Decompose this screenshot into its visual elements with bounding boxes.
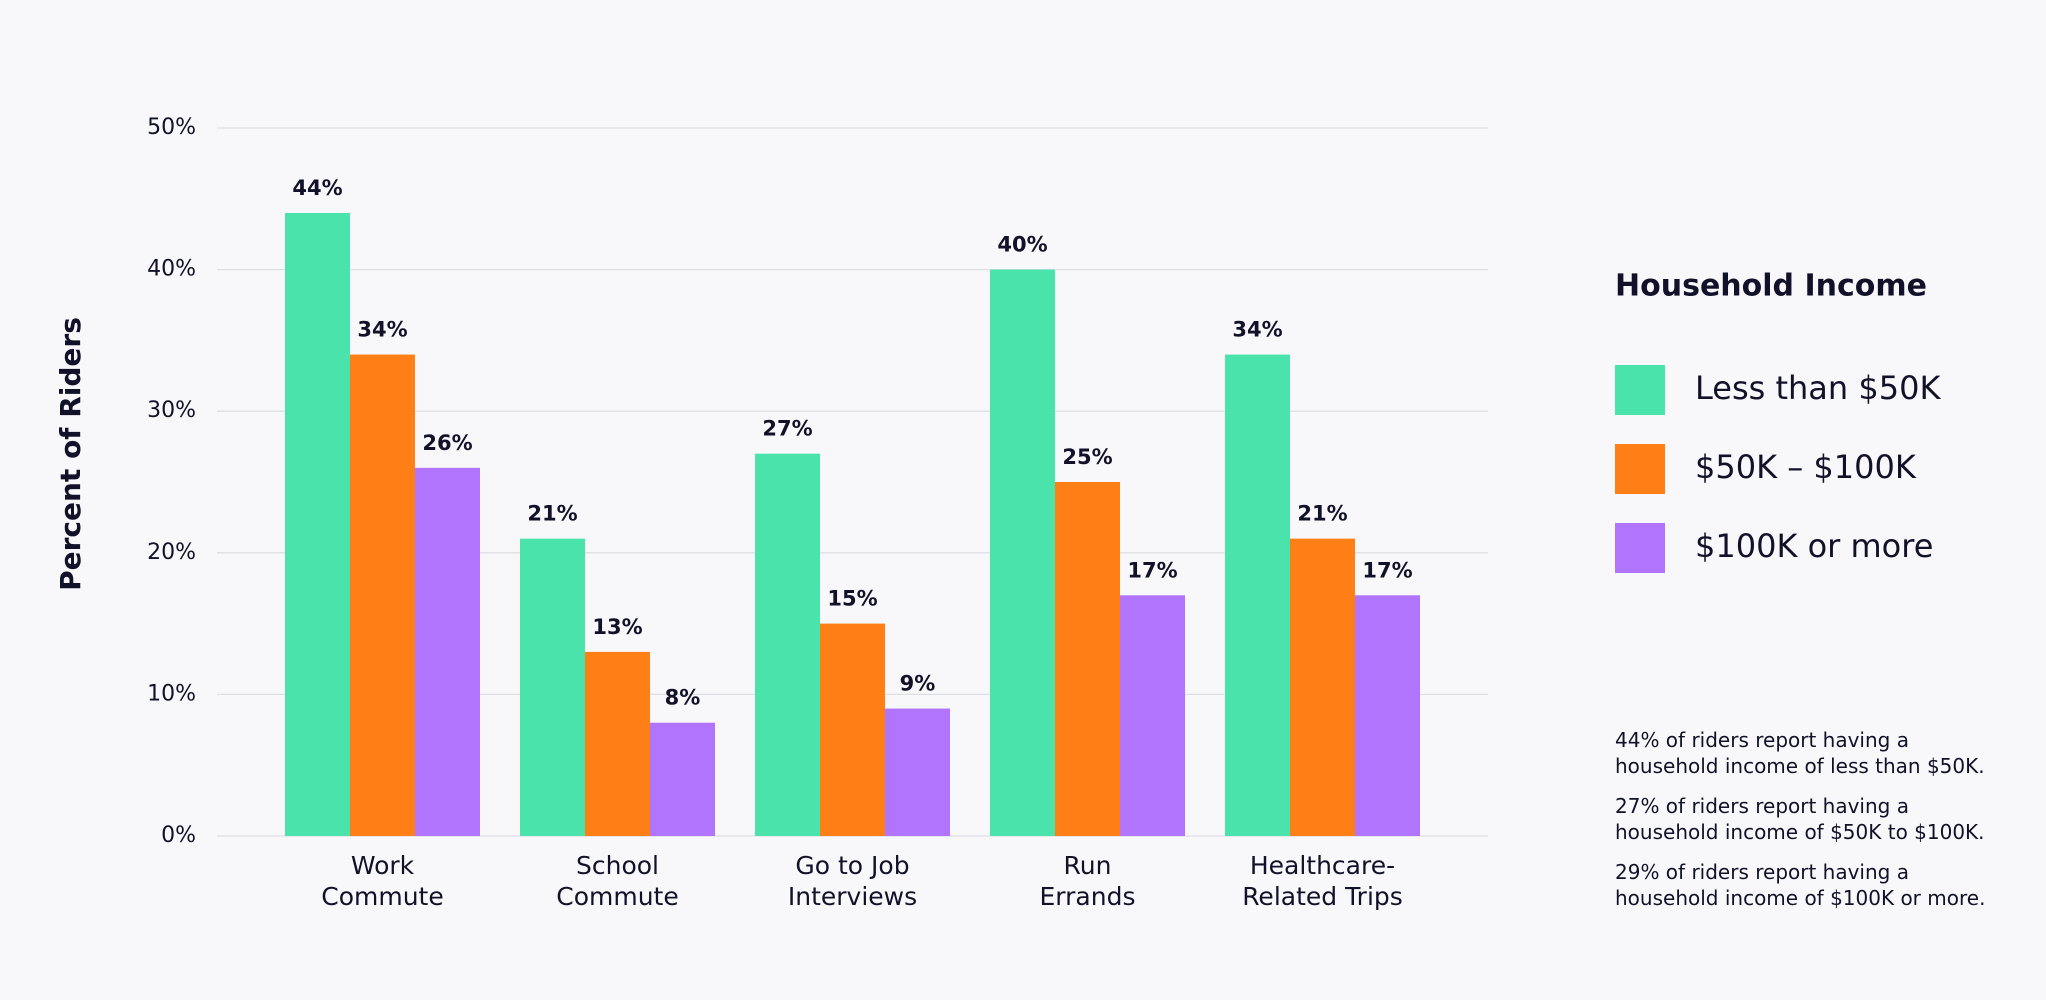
bar (585, 651, 650, 836)
x-tick-label: Run Errands (1039, 851, 1136, 911)
legend-label: $100K or more (1695, 527, 1933, 565)
note: 27% of riders report having a household … (1615, 794, 1985, 844)
value-label: 13% (592, 615, 642, 639)
y-tick-label: 0% (161, 823, 196, 848)
x-tick-label: Healthcare- Related Trips (1242, 851, 1403, 911)
bar (1225, 354, 1290, 836)
value-label: 40% (997, 233, 1047, 257)
y-tick-label: 30% (147, 398, 196, 423)
bar (1055, 482, 1120, 836)
x-tick-label: Work Commute (321, 851, 444, 911)
value-label: 34% (357, 318, 407, 342)
bar (1355, 595, 1420, 836)
x-tick-label: School Commute (556, 851, 679, 911)
bar (820, 623, 885, 836)
bar (650, 722, 715, 836)
bar (285, 212, 350, 836)
legend-swatch (1615, 444, 1665, 494)
legend-label: Less than $50K (1695, 369, 1941, 407)
value-label: 34% (1232, 318, 1282, 342)
bar (350, 354, 415, 836)
bar (415, 467, 480, 836)
note: 29% of riders report having a household … (1615, 860, 1986, 910)
value-label: 17% (1127, 558, 1177, 582)
y-axis-title: Percent of Riders (54, 317, 87, 591)
y-tick-label: 40% (147, 257, 196, 282)
value-label: 26% (422, 431, 472, 455)
legend-label: $50K – $100K (1695, 448, 1917, 486)
bar (885, 708, 950, 836)
value-label: 17% (1362, 558, 1412, 582)
y-tick-label: 10% (147, 681, 196, 706)
bar (755, 453, 820, 836)
legend-swatch (1615, 523, 1665, 573)
value-label: 25% (1062, 445, 1112, 469)
bar (990, 269, 1055, 837)
value-label: 15% (827, 587, 877, 611)
bar (1120, 595, 1185, 836)
note: 44% of riders report having a household … (1615, 728, 1985, 778)
legend-title: Household Income (1615, 269, 1927, 304)
value-label: 27% (762, 417, 812, 441)
bar (1290, 538, 1355, 836)
value-label: 9% (900, 672, 936, 696)
value-label: 21% (1297, 502, 1347, 526)
legend-swatch (1615, 365, 1665, 415)
bar (520, 538, 585, 836)
value-label: 44% (292, 176, 342, 200)
y-tick-label: 20% (147, 540, 196, 565)
x-tick-label: Go to Job Interviews (787, 851, 918, 911)
value-label: 21% (527, 502, 577, 526)
y-tick-label: 50% (147, 115, 196, 140)
value-label: 8% (665, 686, 701, 710)
